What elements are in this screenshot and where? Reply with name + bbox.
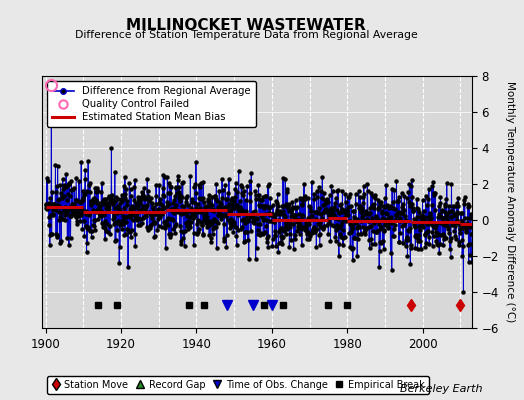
Text: Difference of Station Temperature Data from Regional Average: Difference of Station Temperature Data f… bbox=[75, 30, 418, 40]
Y-axis label: Monthly Temperature Anomaly Difference (°C): Monthly Temperature Anomaly Difference (… bbox=[505, 81, 516, 323]
Text: MILLINOCKET WASTEWATER: MILLINOCKET WASTEWATER bbox=[126, 18, 366, 33]
Text: Berkeley Earth: Berkeley Earth bbox=[400, 384, 482, 394]
Legend: Station Move, Record Gap, Time of Obs. Change, Empirical Break: Station Move, Record Gap, Time of Obs. C… bbox=[47, 376, 429, 394]
